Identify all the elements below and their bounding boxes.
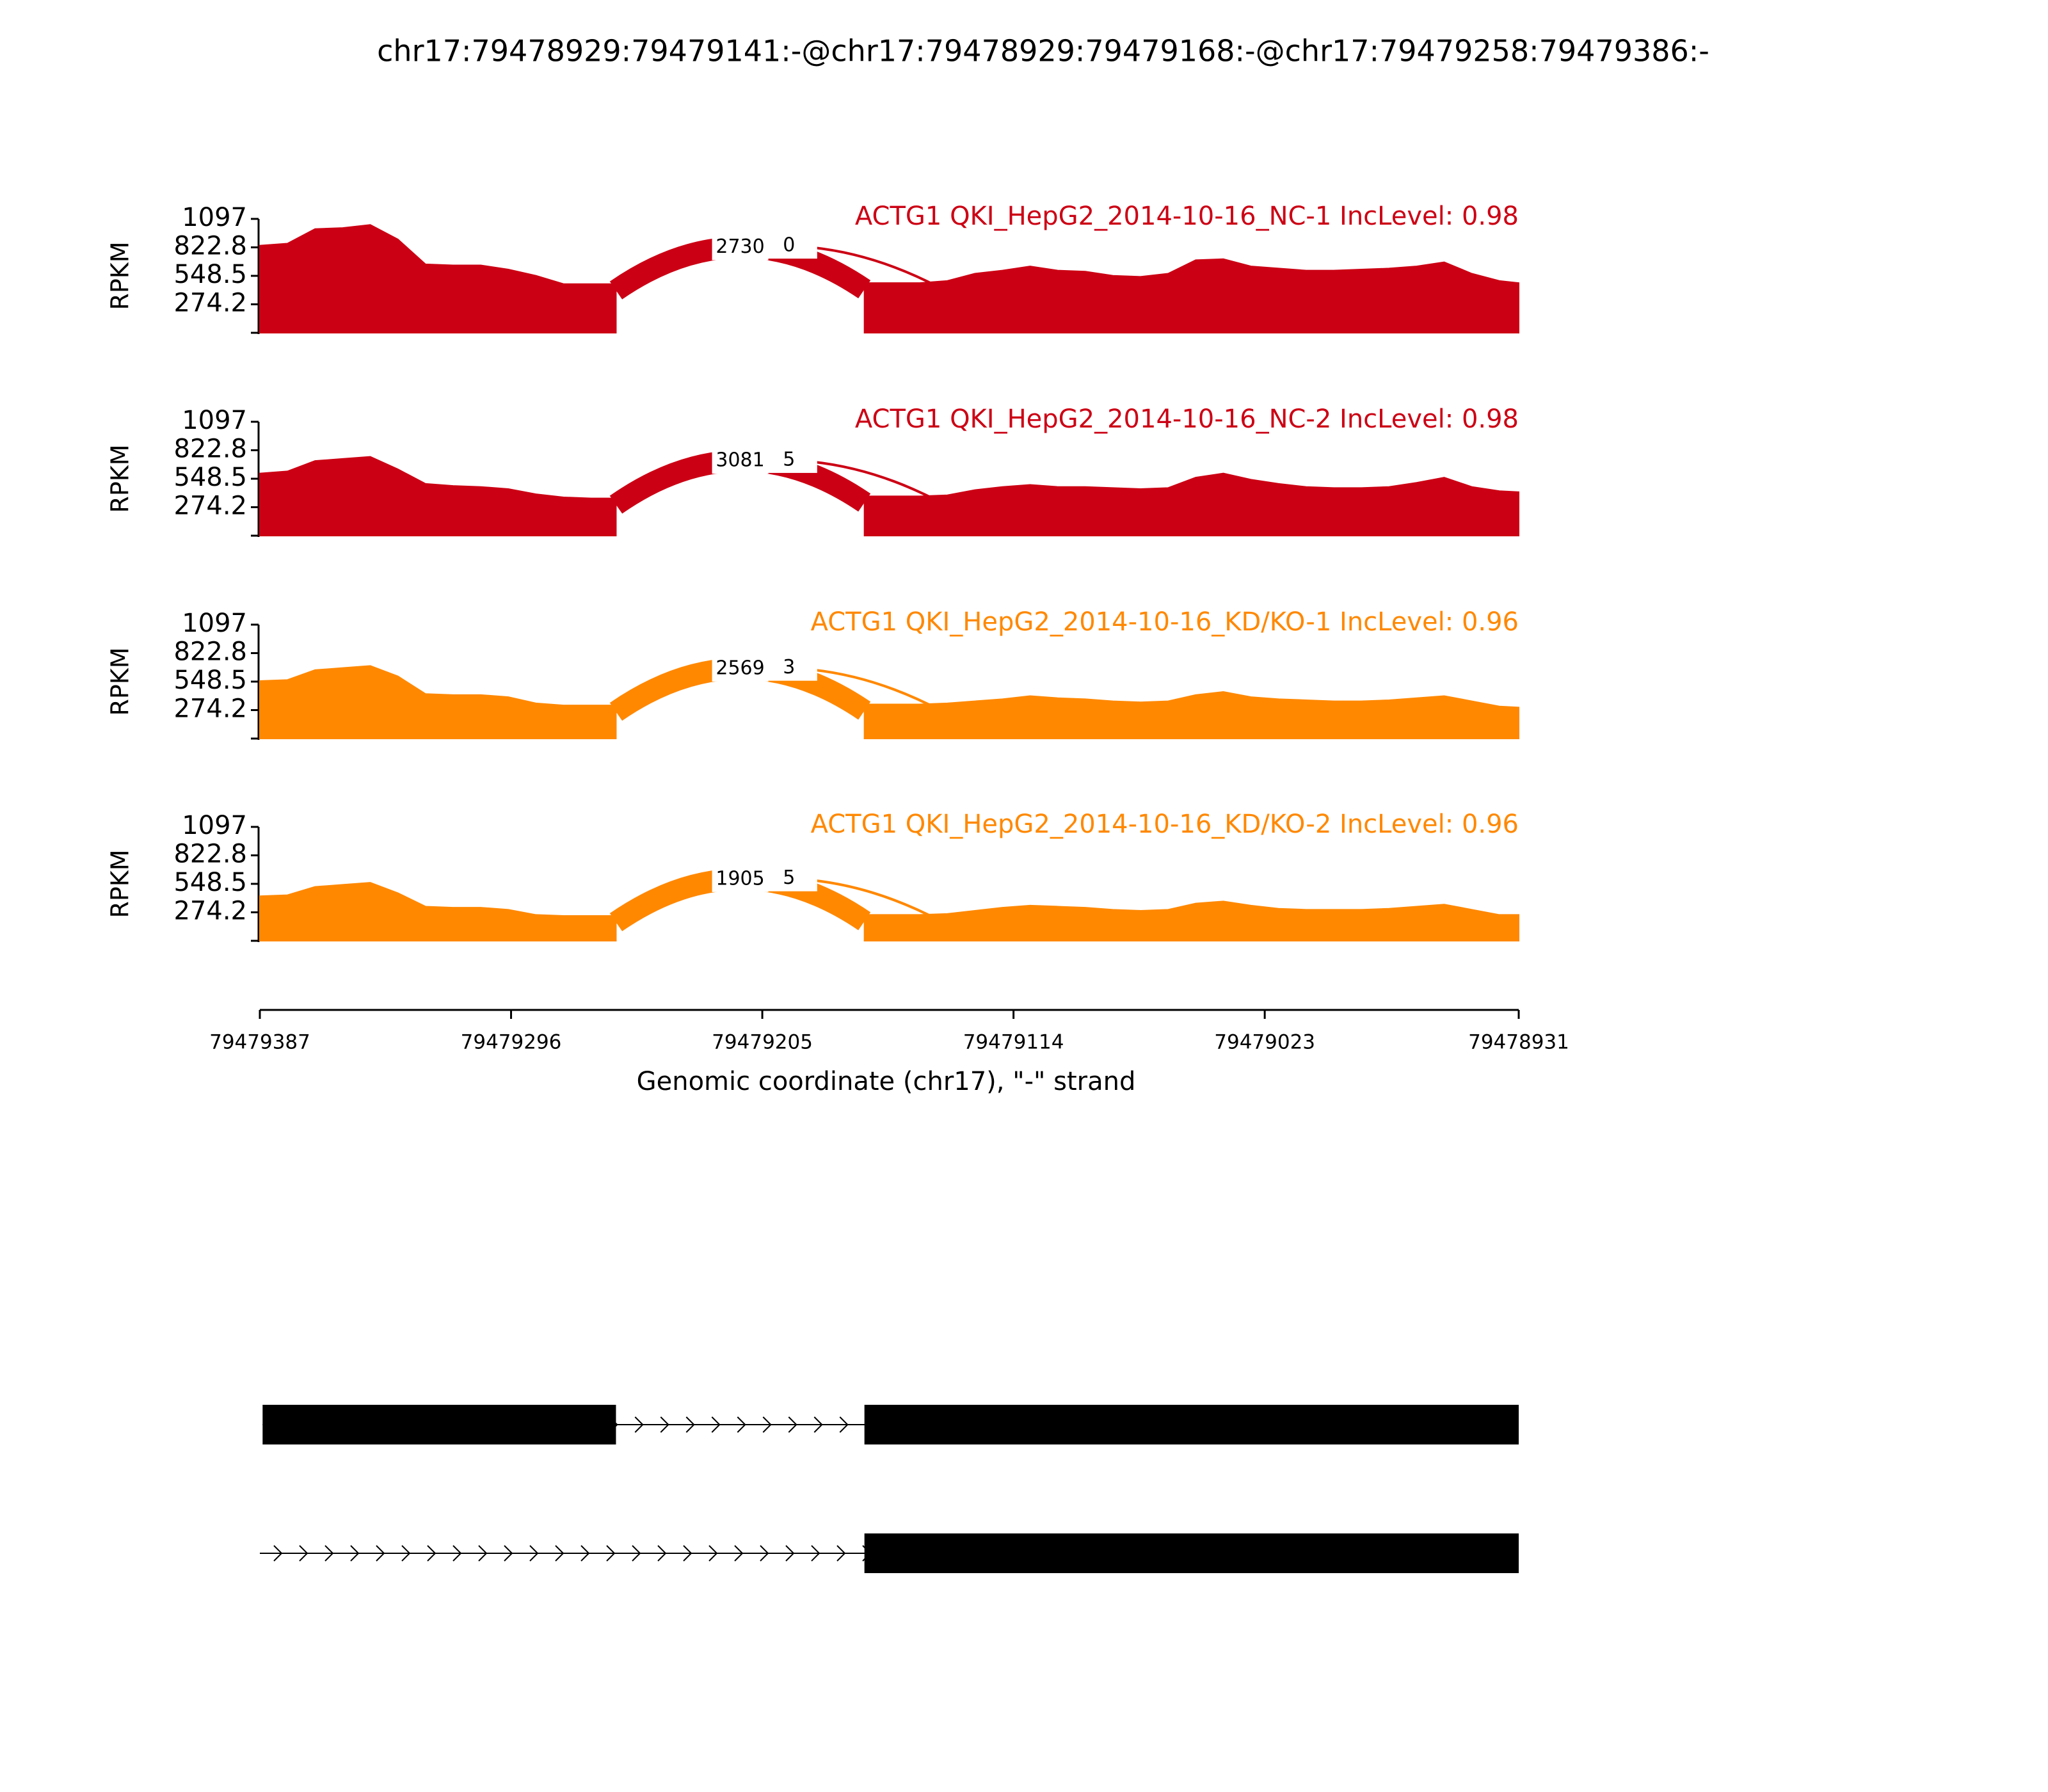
junction-label-bg [712, 448, 769, 474]
strand-chevron [683, 1545, 692, 1562]
strand-chevron [299, 1545, 308, 1562]
strand-chevron [811, 1545, 820, 1562]
y-tick-label: 548.5 [173, 666, 247, 695]
junction-label-bg [712, 234, 769, 260]
y-tick-label: 822.8 [173, 434, 247, 463]
strand-chevron [580, 1545, 590, 1562]
x-tick-label: 79479114 [963, 1031, 1064, 1054]
junction-label: 3 [783, 656, 795, 678]
strand-chevron [734, 1545, 744, 1562]
y-tick-label: 274.2 [173, 897, 247, 926]
y-tick-label: 1097 [182, 609, 247, 638]
track-label: ACTG1 QKI_HepG2_2014-10-16_NC-1 IncLevel… [855, 202, 1519, 231]
strand-chevron [529, 1545, 539, 1562]
strand-chevron [401, 1545, 411, 1562]
junction-label: 3081 [716, 449, 764, 472]
strand-chevron [836, 1545, 846, 1562]
strand-chevron [760, 1545, 769, 1562]
x-tick-label: 79478931 [1468, 1031, 1569, 1054]
junction-label: 0 [783, 234, 795, 257]
y-tick-label: 548.5 [173, 260, 247, 289]
strand-chevron [632, 1545, 641, 1562]
exon [864, 1533, 1519, 1573]
track-label: ACTG1 QKI_HepG2_2014-10-16_KD/KO-2 IncLe… [811, 810, 1519, 839]
strand-chevron [839, 1416, 849, 1433]
junction-label-bg [712, 866, 769, 892]
junction-label: 1905 [716, 867, 764, 890]
x-axis-label: Genomic coordinate (chr17), "-" strand [637, 1067, 1136, 1096]
track-label: ACTG1 QKI_HepG2_2014-10-16_NC-2 IncLevel… [855, 404, 1519, 434]
coverage-area [863, 691, 1519, 739]
junction-label-bg [760, 655, 817, 681]
strand-chevron [660, 1416, 669, 1433]
y-tick-label: 1097 [182, 203, 247, 232]
y-tick-label: 274.2 [173, 492, 247, 521]
x-tick-label: 79479387 [209, 1031, 310, 1054]
coverage-area [259, 882, 617, 941]
y-tick-label: 1097 [182, 406, 247, 435]
strand-chevron [788, 1416, 797, 1433]
y-axis-label: RPKM [106, 647, 134, 716]
junction-label-bg [760, 447, 817, 473]
strand-chevron [685, 1416, 695, 1433]
coverage-area [863, 900, 1519, 941]
strand-chevron [376, 1545, 385, 1562]
coverage-area [259, 456, 617, 536]
track-label: ACTG1 QKI_HepG2_2014-10-16_KD/KO-1 IncLe… [811, 607, 1519, 637]
junction-label-bg [712, 655, 769, 682]
strand-chevron [634, 1416, 644, 1433]
coverage-area [259, 665, 617, 739]
strand-chevron [478, 1545, 488, 1562]
strand-chevron [785, 1545, 795, 1562]
exon [262, 1405, 616, 1444]
strand-chevron [273, 1545, 283, 1562]
y-tick-label: 548.5 [173, 463, 247, 492]
strand-chevron [324, 1545, 334, 1562]
strand-chevron [737, 1416, 746, 1433]
strand-chevron [657, 1545, 667, 1562]
y-tick-label: 822.8 [173, 231, 247, 260]
x-tick-label: 79479023 [1214, 1031, 1315, 1054]
junction-label: 2569 [716, 657, 764, 679]
y-tick-label: 274.2 [173, 694, 247, 724]
junction-label-bg [760, 865, 817, 892]
y-axis-label: RPKM [106, 849, 134, 918]
y-tick-label: 548.5 [173, 868, 247, 897]
exon [864, 1405, 1519, 1444]
strand-chevron [762, 1416, 772, 1433]
chart-title: chr17:79478929:79479141:-@chr17:79478929… [377, 34, 1709, 68]
junction-label: 5 [783, 448, 795, 470]
y-axis-label: RPKM [106, 241, 134, 310]
strand-chevron [555, 1545, 564, 1562]
junction-label: 2730 [716, 236, 764, 258]
coverage-area [863, 472, 1519, 536]
strand-chevron [504, 1545, 513, 1562]
strand-chevron [708, 1545, 718, 1562]
y-tick-label: 822.8 [173, 839, 247, 868]
x-tick-label: 79479296 [461, 1031, 562, 1054]
strand-chevron [813, 1416, 823, 1433]
x-tick-label: 79479205 [712, 1031, 813, 1054]
coverage-area [863, 258, 1519, 333]
y-tick-label: 822.8 [173, 637, 247, 666]
y-tick-label: 274.2 [173, 289, 247, 318]
junction-label: 5 [783, 867, 795, 889]
strand-chevron [452, 1545, 462, 1562]
y-axis-label: RPKM [106, 444, 134, 513]
coverage-area [259, 224, 617, 333]
junction-label-bg [760, 233, 817, 259]
y-tick-label: 1097 [182, 811, 247, 840]
strand-chevron [711, 1416, 721, 1433]
strand-chevron [350, 1545, 360, 1562]
strand-chevron [606, 1545, 616, 1562]
strand-chevron [427, 1545, 436, 1562]
